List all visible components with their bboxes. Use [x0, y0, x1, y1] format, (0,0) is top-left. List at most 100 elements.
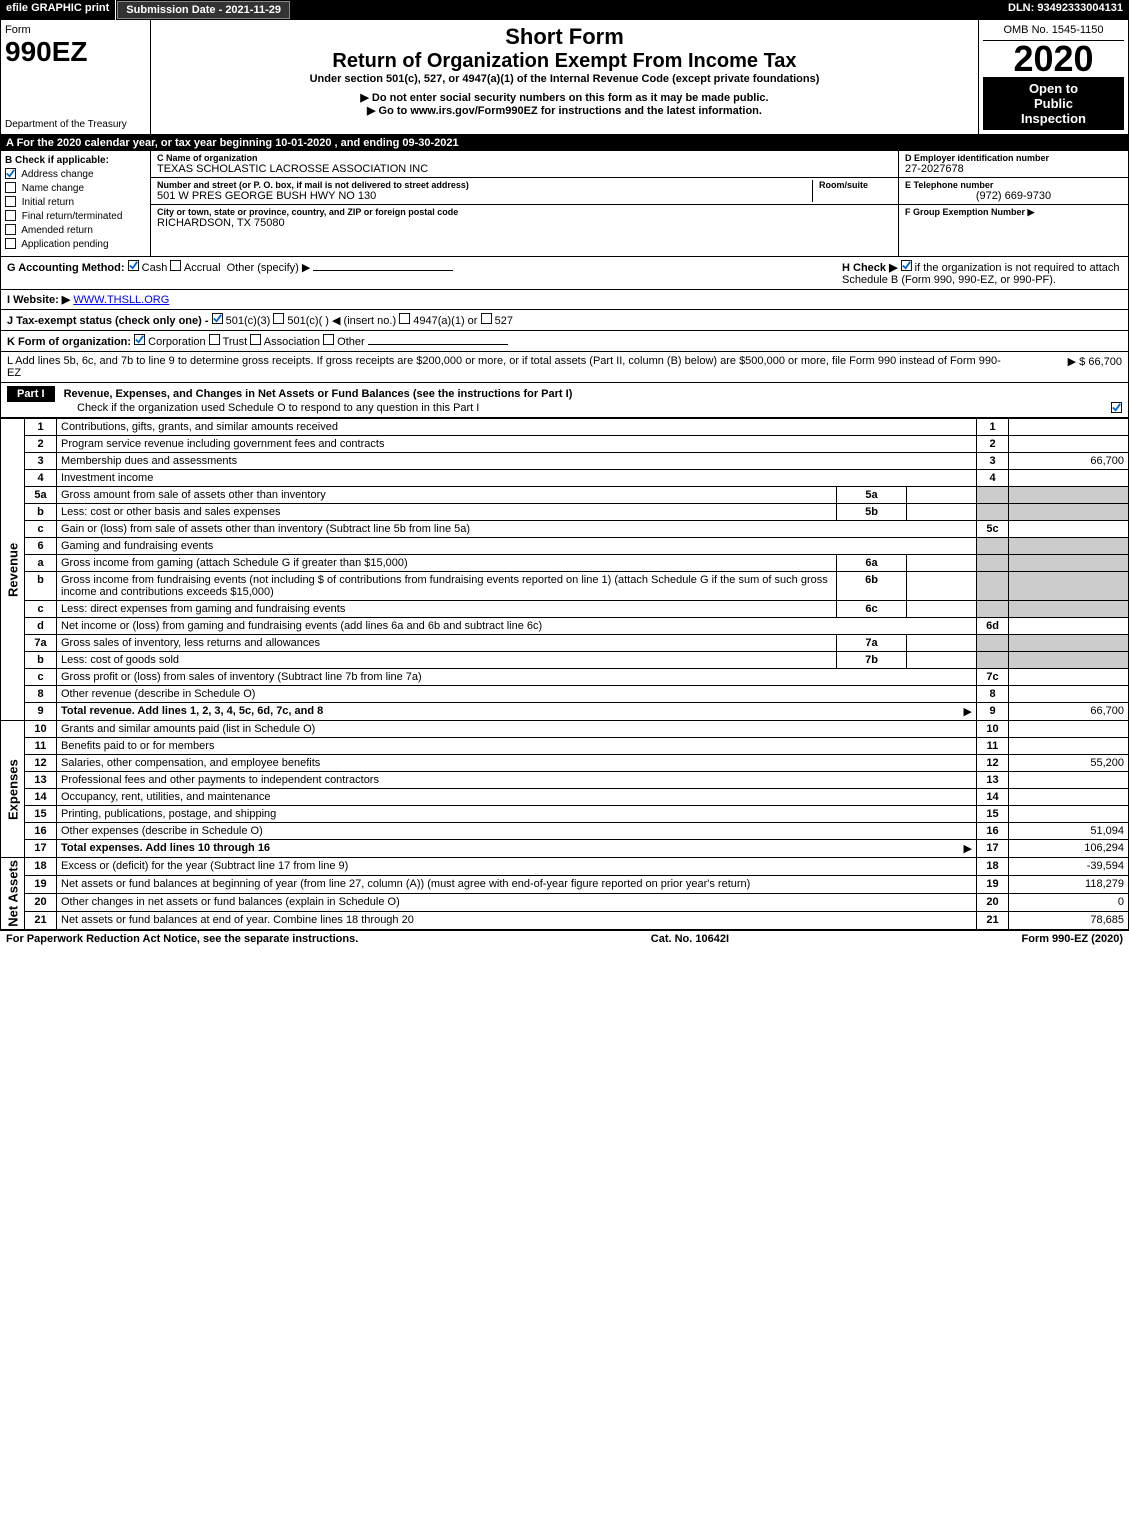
cash-label: Cash [142, 262, 168, 274]
line-description: Less: direct expenses from gaming and fu… [57, 601, 837, 618]
org-name-value: TEXAS SCHOLASTIC LACROSSE ASSOCIATION IN… [157, 163, 892, 175]
goto-text: ▶ Go to www.irs.gov/Form990EZ for instru… [367, 105, 762, 117]
line-description: Other revenue (describe in Schedule O) [57, 686, 977, 703]
ssn-warning: ▶ Do not enter social security numbers o… [155, 91, 974, 104]
right-line-number: 3 [977, 453, 1009, 470]
line-description: Other changes in net assets or fund bala… [57, 893, 977, 911]
line-description: Net assets or fund balances at end of ye… [57, 911, 977, 929]
group-exemption-label: F Group Exemption Number ▶ [905, 207, 1122, 218]
checkbox-checked-icon [901, 260, 912, 271]
line-amount: 78,685 [1009, 911, 1129, 929]
other-method-input[interactable] [313, 270, 453, 271]
line-number: c [25, 601, 57, 618]
line-number: 13 [25, 772, 57, 789]
ein-value: 27-2027678 [905, 163, 1122, 175]
right-line-number: 16 [977, 823, 1009, 840]
line-amount [1009, 669, 1129, 686]
table-row: cGain or (loss) from sale of assets othe… [1, 521, 1129, 538]
table-row: 9Total revenue. Add lines 1, 2, 3, 4, 5c… [1, 703, 1129, 721]
line-number: 1 [25, 419, 57, 436]
website-link[interactable]: WWW.THSLL.ORG [73, 294, 169, 306]
line-number: 5a [25, 487, 57, 504]
other-org-label: Other [337, 336, 365, 348]
right-line-number [977, 555, 1009, 572]
line-amount [1009, 652, 1129, 669]
line-description: Other expenses (describe in Schedule O) [57, 823, 977, 840]
table-row: 8Other revenue (describe in Schedule O)8 [1, 686, 1129, 703]
form-word: Form [5, 24, 146, 36]
chk-initial-return[interactable]: Initial return [5, 196, 146, 208]
inner-line-number: 6b [837, 572, 907, 601]
line-amount: 118,279 [1009, 875, 1129, 893]
checkbox-checked-icon [128, 260, 139, 271]
form-number: 990EZ [5, 36, 146, 68]
section-l-amount: ▶ $ 66,700 [1002, 355, 1122, 379]
line-amount [1009, 436, 1129, 453]
line-number: b [25, 504, 57, 521]
chk-app-pending[interactable]: Application pending [5, 238, 146, 250]
table-row: 4Investment income4 [1, 470, 1129, 487]
check-if-applicable: B Check if applicable: Address change Na… [1, 151, 151, 256]
checkbox-empty-icon [250, 334, 261, 345]
right-line-number: 1 [977, 419, 1009, 436]
table-row: 20Other changes in net assets or fund ba… [1, 893, 1129, 911]
chk-address-change[interactable]: Address change [5, 168, 146, 180]
other-org-input[interactable] [368, 344, 508, 345]
footer-right: Form 990-EZ (2020) [1022, 933, 1123, 945]
city-value: RICHARDSON, TX 75080 [157, 217, 892, 229]
under-section-text: Under section 501(c), 527, or 4947(a)(1)… [155, 73, 974, 85]
table-row: Net Assets18Excess or (deficit) for the … [1, 858, 1129, 876]
line-number: c [25, 521, 57, 538]
chk-name-change[interactable]: Name change [5, 182, 146, 194]
line-amount [1009, 470, 1129, 487]
line-number: 6 [25, 538, 57, 555]
line-amount [1009, 789, 1129, 806]
table-row: bGross income from fundraising events (n… [1, 572, 1129, 601]
checkbox-empty-icon [5, 224, 16, 235]
line-number: 8 [25, 686, 57, 703]
line-description: Net assets or fund balances at beginning… [57, 875, 977, 893]
line-number: 17 [25, 840, 57, 858]
line-amount [1009, 686, 1129, 703]
line-amount [1009, 538, 1129, 555]
line-number: 9 [25, 703, 57, 721]
line-number: 12 [25, 755, 57, 772]
line-description: Gross income from gaming (attach Schedul… [57, 555, 837, 572]
section-l-text: L Add lines 5b, 6c, and 7b to line 9 to … [7, 355, 1002, 379]
submission-date: Submission Date - 2021-11-29 [117, 1, 290, 19]
checkbox-checked-icon [1111, 402, 1122, 413]
line-number: 7a [25, 635, 57, 652]
top-bar: efile GRAPHIC print Submission Date - 20… [0, 0, 1129, 20]
line-number: 2 [25, 436, 57, 453]
right-line-number: 13 [977, 772, 1009, 789]
line-amount: -39,594 [1009, 858, 1129, 876]
ein-label: D Employer identification number [905, 153, 1122, 163]
header-center: Short Form Return of Organization Exempt… [151, 20, 978, 134]
initial-return-label: Initial return [22, 197, 74, 208]
net-assets-side-label: Net Assets [1, 858, 25, 930]
chk-amended-return[interactable]: Amended return [5, 224, 146, 236]
goto-link[interactable]: ▶ Go to www.irs.gov/Form990EZ for instru… [155, 104, 974, 117]
section-k-label: K Form of organization: [7, 336, 131, 348]
org-name-label: C Name of organization [157, 153, 892, 163]
right-line-number: 2 [977, 436, 1009, 453]
address-change-label: Address change [21, 169, 93, 180]
app-pending-label: Application pending [21, 239, 108, 250]
right-line-number [977, 504, 1009, 521]
checkbox-empty-icon [209, 334, 220, 345]
open-line2: Public [987, 96, 1120, 111]
line-number: b [25, 652, 57, 669]
open-public-badge: Open to Public Inspection [983, 77, 1124, 130]
inner-line-number: 6a [837, 555, 907, 572]
line-description: Contributions, gifts, grants, and simila… [57, 419, 977, 436]
header-right: OMB No. 1545-1150 2020 Open to Public In… [978, 20, 1128, 134]
right-line-number: 5c [977, 521, 1009, 538]
form-footer: For Paperwork Reduction Act Notice, see … [0, 930, 1129, 947]
inner-line-value [907, 652, 977, 669]
tax-year: 2020 [983, 41, 1124, 77]
table-row: cGross profit or (loss) from sales of in… [1, 669, 1129, 686]
right-line-number: 6d [977, 618, 1009, 635]
chk-final-return[interactable]: Final return/terminated [5, 210, 146, 222]
line-amount [1009, 601, 1129, 618]
line-amount [1009, 555, 1129, 572]
